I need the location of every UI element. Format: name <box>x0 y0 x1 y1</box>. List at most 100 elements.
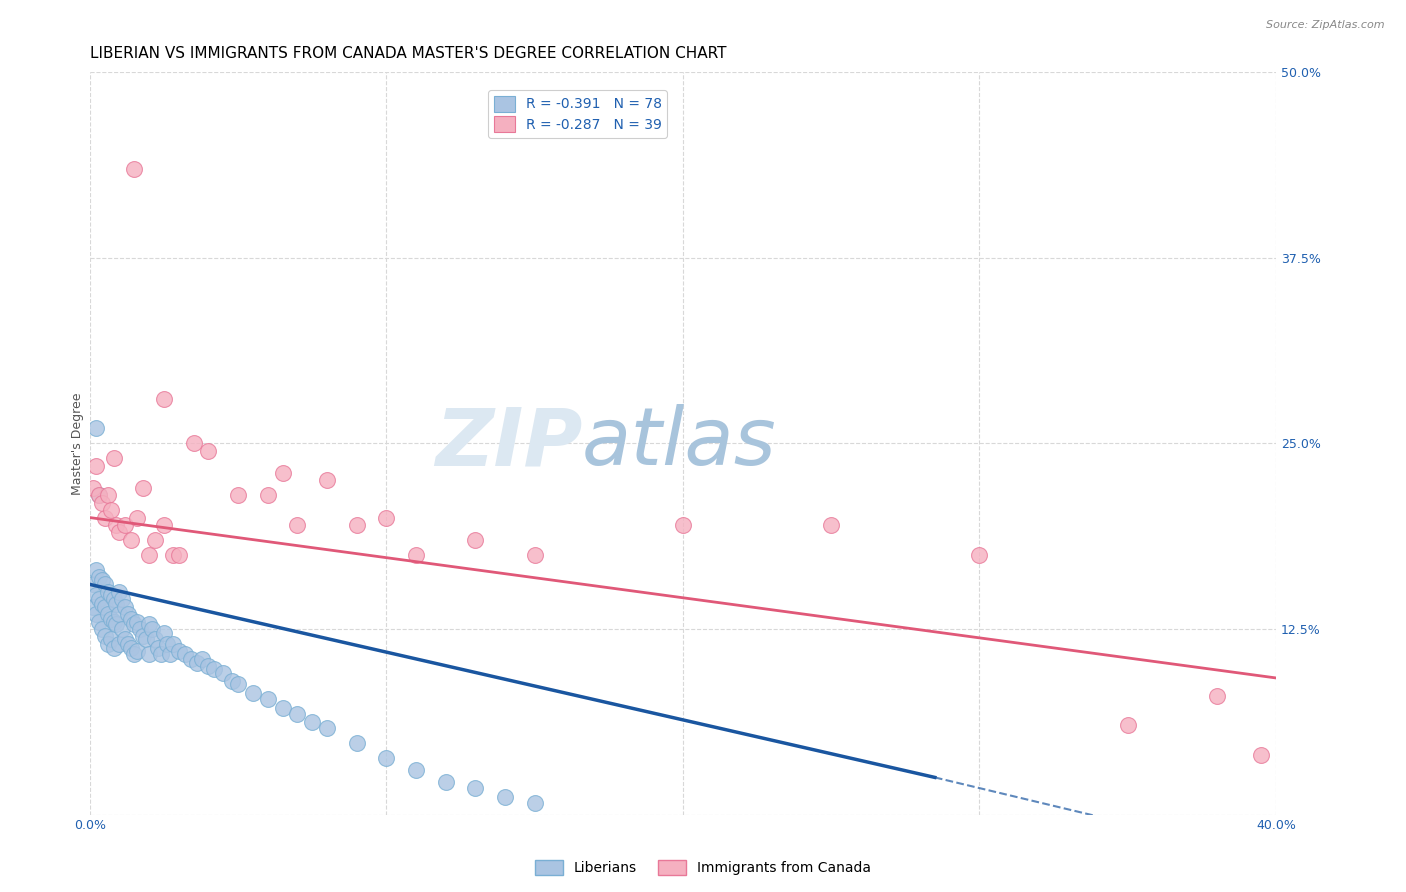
Point <box>87 488 110 502</box>
Point <box>117 607 139 621</box>
Point <box>346 736 368 750</box>
Point <box>100 503 122 517</box>
Point <box>114 632 136 647</box>
Point <box>316 722 339 736</box>
Point <box>97 488 120 502</box>
Point <box>1205 689 1227 703</box>
Point <box>1250 748 1272 763</box>
Point <box>97 607 120 621</box>
Point <box>523 796 546 810</box>
Point <box>122 161 145 176</box>
Point <box>138 548 160 562</box>
Point <box>141 622 163 636</box>
Point <box>405 548 427 562</box>
Point <box>87 570 110 584</box>
Point <box>114 599 136 614</box>
Point <box>122 647 145 661</box>
Text: atlas: atlas <box>582 404 776 483</box>
Point <box>132 481 155 495</box>
Text: Source: ZipAtlas.com: Source: ZipAtlas.com <box>1267 20 1385 29</box>
Point <box>108 584 131 599</box>
Point <box>87 488 110 502</box>
Point <box>256 488 278 502</box>
Point <box>523 548 546 562</box>
Point <box>820 518 842 533</box>
Point <box>271 466 294 480</box>
Point <box>82 481 104 495</box>
Point <box>375 510 398 524</box>
Text: ZIP: ZIP <box>434 404 582 483</box>
Point <box>153 518 176 533</box>
Point <box>162 637 184 651</box>
Point <box>146 641 169 656</box>
Point <box>464 780 486 795</box>
Point <box>82 599 104 614</box>
Y-axis label: Master's Degree: Master's Degree <box>72 392 84 494</box>
Point <box>84 562 107 576</box>
Point <box>111 592 134 607</box>
Point <box>149 647 172 661</box>
Point <box>285 706 308 721</box>
Point <box>159 647 181 661</box>
Point <box>162 548 184 562</box>
Point <box>464 533 486 547</box>
Point <box>197 443 219 458</box>
Point <box>226 488 249 502</box>
Point <box>167 644 190 658</box>
Point <box>87 592 110 607</box>
Point <box>969 548 991 562</box>
Point <box>127 510 149 524</box>
Point <box>90 496 112 510</box>
Point <box>127 644 149 658</box>
Point <box>90 622 112 636</box>
Point <box>90 573 112 587</box>
Point <box>138 617 160 632</box>
Point <box>346 518 368 533</box>
Point <box>103 451 125 466</box>
Point <box>105 597 128 611</box>
Point <box>180 651 202 665</box>
Text: LIBERIAN VS IMMIGRANTS FROM CANADA MASTER'S DEGREE CORRELATION CHART: LIBERIAN VS IMMIGRANTS FROM CANADA MASTE… <box>90 46 727 62</box>
Point <box>221 673 243 688</box>
Point <box>186 656 208 670</box>
Point <box>242 686 264 700</box>
Point <box>103 592 125 607</box>
Point <box>97 584 120 599</box>
Point <box>84 421 107 435</box>
Point <box>132 629 155 643</box>
Point <box>156 637 179 651</box>
Point <box>120 611 142 625</box>
Legend: R = -0.391   N = 78, R = -0.287   N = 39: R = -0.391 N = 78, R = -0.287 N = 39 <box>488 90 668 137</box>
Point <box>202 662 225 676</box>
Point <box>256 691 278 706</box>
Point <box>301 715 323 730</box>
Point <box>84 607 107 621</box>
Point <box>138 647 160 661</box>
Point <box>120 533 142 547</box>
Point <box>226 677 249 691</box>
Point <box>114 518 136 533</box>
Point <box>212 666 235 681</box>
Point <box>122 617 145 632</box>
Point <box>127 615 149 629</box>
Point <box>120 641 142 656</box>
Point <box>117 637 139 651</box>
Point <box>167 548 190 562</box>
Point <box>84 458 107 473</box>
Point <box>100 588 122 602</box>
Point <box>93 599 115 614</box>
Point <box>129 622 152 636</box>
Point <box>153 392 176 406</box>
Point <box>84 588 107 602</box>
Point <box>100 632 122 647</box>
Point <box>197 659 219 673</box>
Point <box>271 700 294 714</box>
Point <box>316 474 339 488</box>
Point <box>183 436 205 450</box>
Point <box>1116 718 1139 732</box>
Point <box>105 617 128 632</box>
Point <box>87 615 110 629</box>
Point <box>153 626 176 640</box>
Point <box>375 751 398 765</box>
Point <box>93 629 115 643</box>
